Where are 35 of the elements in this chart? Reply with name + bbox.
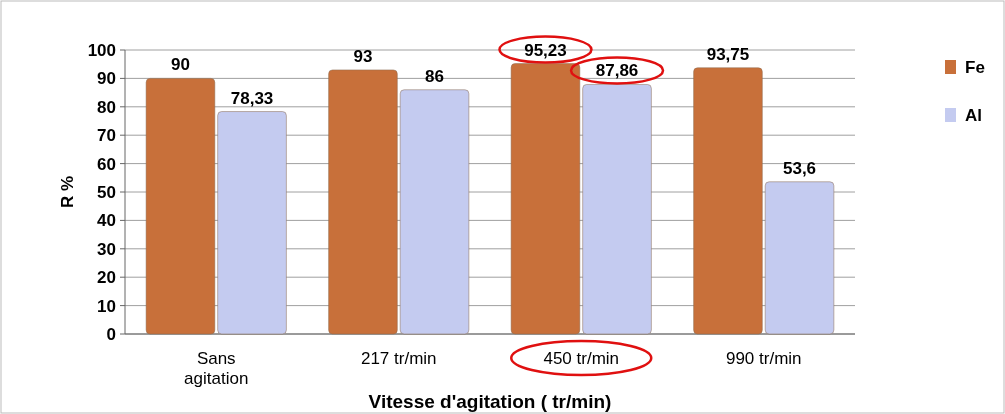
bar xyxy=(328,69,398,335)
data-label: 86 xyxy=(425,66,444,86)
y-tick-label: 80 xyxy=(97,97,116,117)
y-tick-label: 70 xyxy=(97,126,116,146)
data-label: 87,86 xyxy=(595,61,639,81)
y-tick-label: 0 xyxy=(106,325,116,344)
bar xyxy=(217,111,287,335)
y-axis-title: R % xyxy=(58,175,77,209)
data-label: 93 xyxy=(353,46,373,66)
x-tick-label: 217 tr/min xyxy=(360,349,437,368)
bar xyxy=(582,84,652,335)
bar xyxy=(764,181,835,335)
bar xyxy=(399,89,470,335)
x-tick-label: 450 tr/min xyxy=(543,349,620,368)
bar xyxy=(510,63,581,335)
bar xyxy=(145,78,216,335)
data-label: 95,23 xyxy=(524,40,567,60)
x-axis-title: Vitesse d'agitation ( tr/min) xyxy=(368,391,612,412)
y-tick-label: 100 xyxy=(87,41,116,60)
text: Fe xyxy=(965,58,985,77)
data-label: 93,75 xyxy=(706,44,750,64)
y-tick-label: 20 xyxy=(97,268,116,288)
y-tick-label: 50 xyxy=(97,183,116,202)
data-label: 53,6 xyxy=(782,158,817,178)
y-tick-label: 30 xyxy=(97,239,116,259)
data-label: 90 xyxy=(171,55,190,75)
x-tick-label: 990 tr/min xyxy=(725,349,802,368)
bar xyxy=(693,67,763,335)
y-tick-label: 40 xyxy=(97,211,116,231)
legend-label: Al xyxy=(965,106,982,125)
y-tick-label: 90 xyxy=(97,69,116,89)
data-label: 78,33 xyxy=(230,88,274,108)
y-tick-label: 60 xyxy=(97,154,116,174)
x-tick-label: Sans agitation xyxy=(184,349,249,388)
y-tick-label: 10 xyxy=(97,296,116,316)
